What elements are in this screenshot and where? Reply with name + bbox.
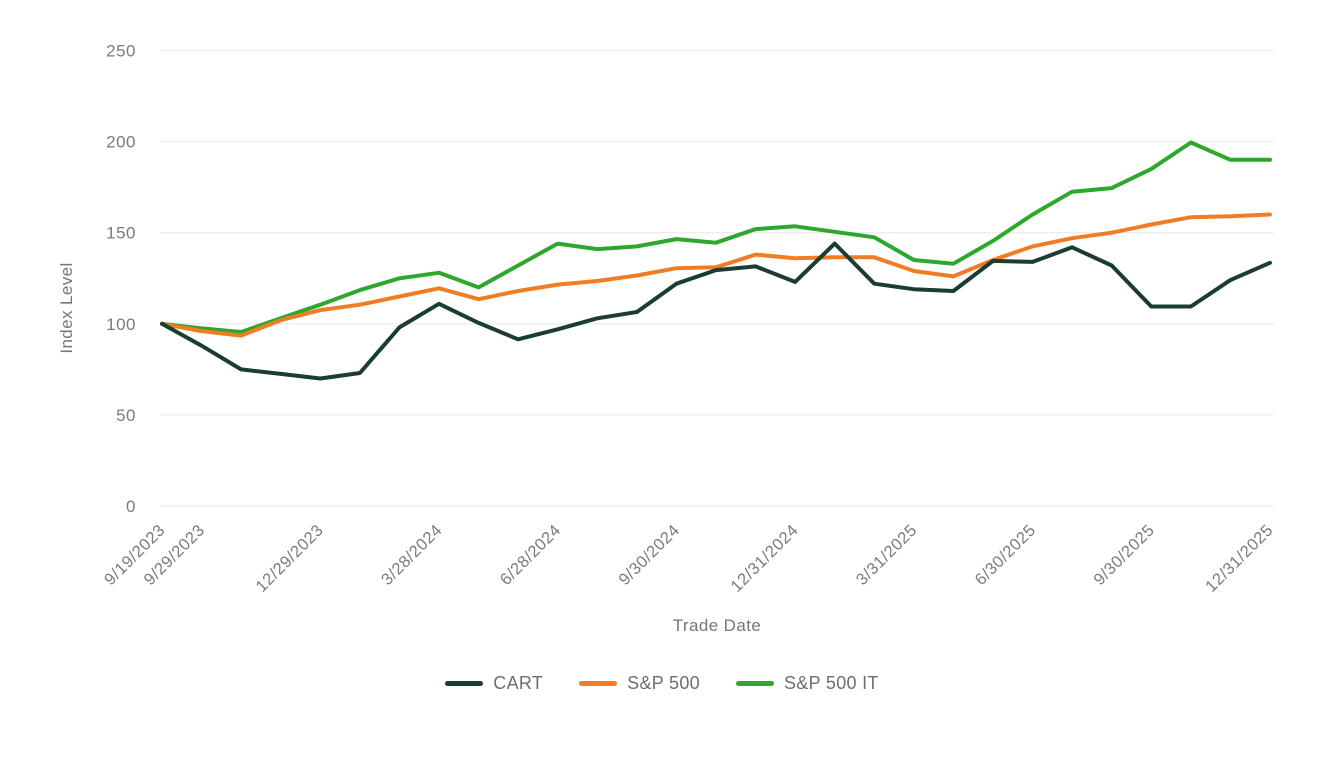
series-line-s-p-500[interactable] [160,212,1272,338]
legend-swatch-icon [579,681,618,686]
x-tick-label: 6/30/2025 [972,521,1040,589]
x-tick-label: 12/29/2023 [252,521,327,596]
series-line-cart[interactable] [160,241,1272,381]
legend-swatch-icon [445,681,484,686]
y-tick-label: 150 [106,224,136,243]
y-axis-title: Index Level [57,262,76,354]
x-tick-label: 12/31/2024 [727,521,802,596]
legend-label: S&P 500 IT [783,673,879,693]
y-tick-label: 0 [126,497,136,516]
x-tick-label: 3/31/2025 [853,521,921,589]
x-tick-label: 9/30/2025 [1090,521,1158,589]
y-tick-label: 100 [106,315,136,334]
legend-swatch-icon [735,681,774,686]
legend-item-s-p-500[interactable]: S&P 500 [579,673,700,694]
x-axis-title: Trade Date [672,616,762,635]
legend-label: S&P 500 [627,673,700,693]
x-tick-label: 12/31/2025 [1202,521,1277,596]
series-line-s-p-500-it[interactable] [160,140,1272,334]
legend-item-s-p-500-it[interactable]: S&P 500 IT [735,673,879,694]
legend-item-cart[interactable]: CART [445,673,543,694]
x-tick-label: 3/28/2024 [378,521,446,589]
legend-label: CART [493,673,544,693]
x-tick-label: 9/30/2024 [615,521,683,589]
y-tick-label: 250 [106,42,136,61]
y-tick-label: 50 [116,406,136,425]
y-tick-label: 200 [106,133,136,152]
chart-legend: CART S&P 500 S&P 500 IT [0,673,1324,694]
x-tick-label: 6/28/2024 [497,521,565,589]
